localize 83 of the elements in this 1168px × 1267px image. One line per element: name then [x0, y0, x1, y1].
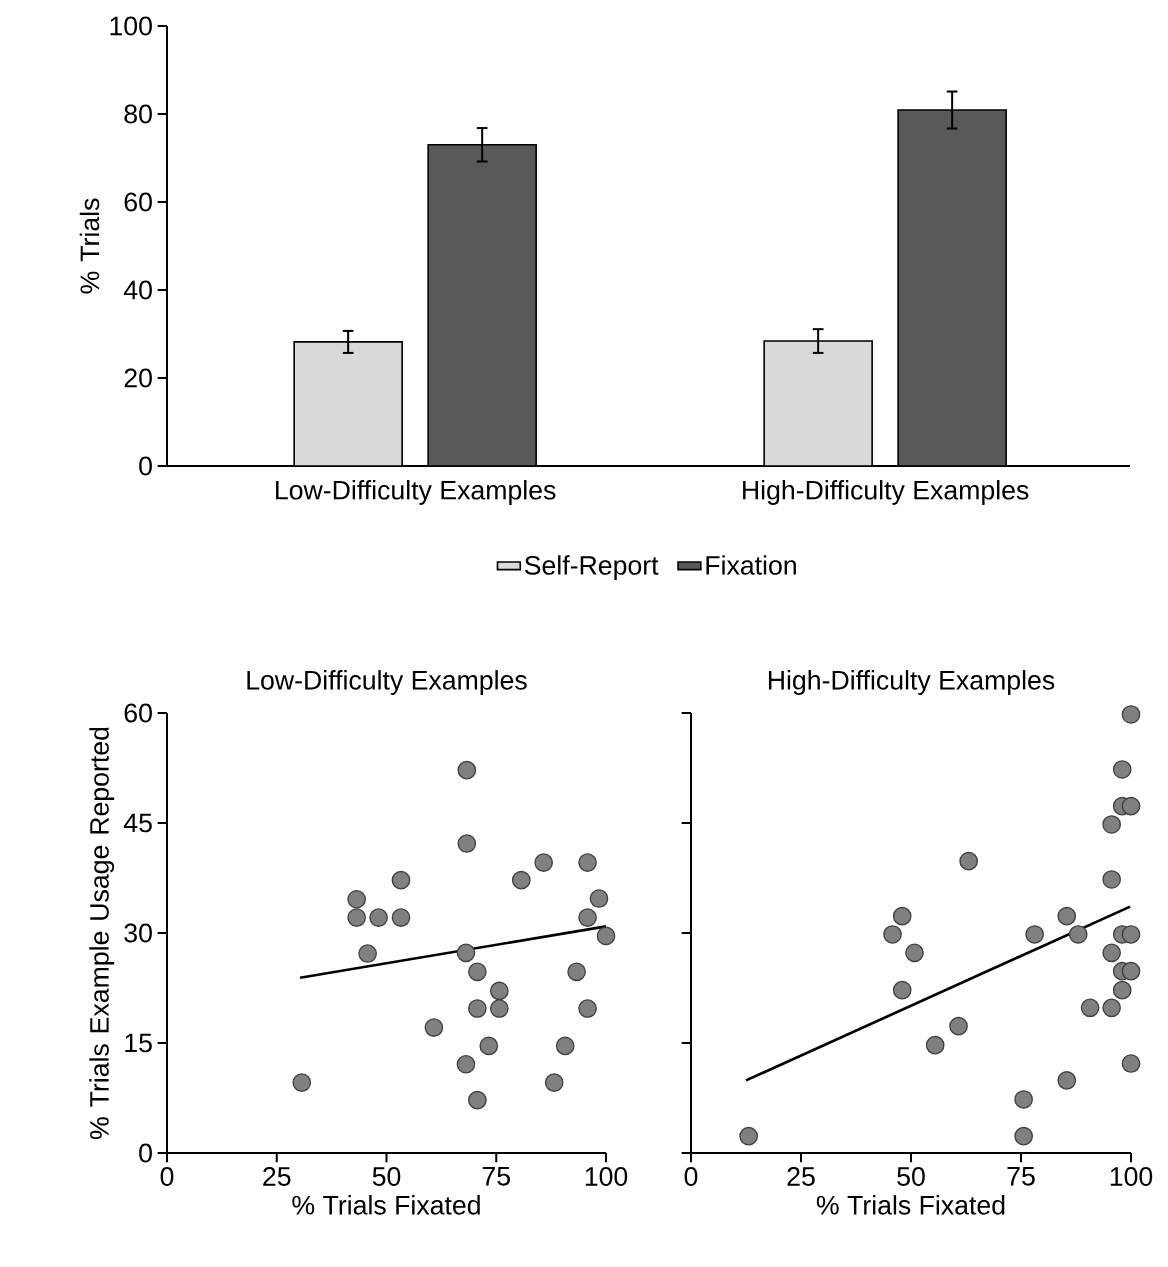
- x-tick-label: 100: [1110, 1167, 1153, 1186]
- point: [1102, 998, 1121, 1018]
- y-axis-title: % Trials Example Usage Reported: [89, 727, 115, 1140]
- x-axis-title: % Trials Fixated: [292, 1195, 480, 1215]
- legend-label: Fixation: [706, 555, 796, 575]
- point: [347, 908, 366, 927]
- x-tick-label: 50: [372, 1167, 401, 1186]
- point: [596, 926, 616, 946]
- point: [1102, 870, 1121, 889]
- y-tick-label: 0: [139, 456, 152, 476]
- point: [489, 999, 509, 1018]
- y-tick-label: 80: [124, 104, 152, 124]
- point: [589, 889, 609, 908]
- y-tick-label: 15: [125, 1033, 152, 1053]
- point: [424, 1018, 444, 1037]
- point: [1121, 796, 1141, 816]
- point: [578, 853, 597, 872]
- point: [457, 760, 477, 780]
- point: [358, 944, 377, 963]
- point: [1102, 943, 1121, 963]
- point: [468, 999, 487, 1018]
- y-tick-label: 20: [124, 368, 152, 388]
- x-tick-label: 0: [160, 1167, 174, 1186]
- point: [347, 889, 366, 909]
- point: [1025, 925, 1044, 944]
- chart-title: Low-Difficulty Examples: [247, 670, 527, 695]
- y-tick-label: 30: [124, 923, 152, 943]
- y-tick-label: 0: [139, 1143, 152, 1163]
- point: [567, 962, 586, 982]
- point: [949, 1016, 968, 1036]
- point: [479, 1036, 499, 1056]
- point: [1057, 1071, 1077, 1090]
- x-axis-title: % Trials Fixated: [816, 1195, 1005, 1215]
- point: [456, 1054, 476, 1074]
- point: [456, 943, 476, 963]
- point: [1112, 760, 1132, 779]
- point: [555, 1036, 575, 1056]
- x-tick-label: 100: [585, 1167, 628, 1186]
- point: [739, 1126, 758, 1146]
- x-tick-label: 0: [684, 1167, 698, 1186]
- point: [544, 1073, 564, 1092]
- point: [457, 834, 477, 853]
- point: [578, 999, 597, 1018]
- point: [1121, 961, 1141, 981]
- point: [1014, 1126, 1033, 1146]
- point: [391, 908, 411, 927]
- point: [578, 908, 597, 927]
- point: [905, 943, 924, 963]
- y-tick-label: 40: [123, 280, 152, 300]
- point: [1102, 815, 1121, 834]
- x-tick-label: 75: [1007, 1167, 1035, 1186]
- point: [1057, 906, 1077, 926]
- point: [1080, 998, 1100, 1018]
- point: [292, 1073, 312, 1092]
- x-tick-label: 25: [787, 1167, 815, 1186]
- x-tick-label: 75: [482, 1167, 510, 1186]
- y-tick-label: 100: [110, 16, 152, 36]
- chart-title: High-Difficulty Examples: [768, 670, 1055, 695]
- y-axis-title: % Trials: [79, 198, 100, 294]
- point: [1068, 925, 1088, 944]
- point: [511, 870, 531, 890]
- point: [892, 906, 912, 926]
- point: [883, 925, 902, 944]
- y-tick-label: 60: [124, 703, 152, 723]
- y-tick-label: 45: [123, 813, 152, 833]
- point: [925, 1035, 945, 1055]
- x-tick-label: 50: [897, 1167, 925, 1186]
- point: [892, 980, 912, 1000]
- y-tick-label: 60: [124, 192, 152, 212]
- point: [468, 1090, 487, 1110]
- point: [534, 853, 553, 872]
- point: [369, 908, 388, 927]
- point: [1121, 705, 1141, 724]
- point: [489, 981, 509, 1001]
- point: [1014, 1090, 1033, 1109]
- point: [1121, 1054, 1141, 1073]
- point: [1112, 980, 1132, 1000]
- point: [391, 870, 411, 890]
- legend-label: Self-Report: [524, 555, 659, 581]
- x-tick-label: 25: [263, 1167, 291, 1186]
- point: [468, 962, 487, 982]
- point: [1121, 925, 1141, 944]
- point: [959, 851, 978, 871]
